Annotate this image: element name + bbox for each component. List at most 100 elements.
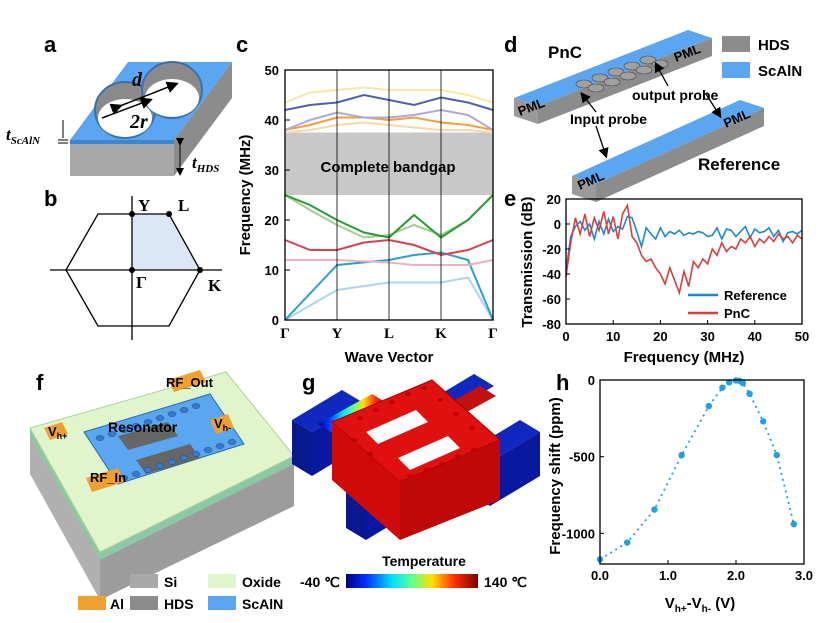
panel-d-letter: d xyxy=(504,32,517,57)
plot-e-legend: Reference PnC xyxy=(688,288,787,321)
oxide-right-edge xyxy=(100,456,294,560)
data-point xyxy=(773,451,780,459)
reference-side-face xyxy=(596,108,764,202)
legend-scaln-label-f: ScAlN xyxy=(242,596,283,612)
plot-e-y-axis-title: Transmission (dB) xyxy=(519,197,536,328)
thds-label: tHDS xyxy=(192,153,219,175)
y-tick-label: 40 xyxy=(265,113,279,128)
si-left-face xyxy=(30,428,100,600)
plot-e-x-axis-title: Frequency (MHz) xyxy=(624,349,745,366)
resonator-slot-g1 xyxy=(366,410,428,444)
panel-c: c 0 10 20 30 40 50 Γ Y L K Γ Complete bandgap Fre… xyxy=(236,32,498,366)
panel-g-letter: g xyxy=(302,370,315,395)
frequency-shift-points xyxy=(596,377,797,563)
legend-scaln-swatch-f xyxy=(208,596,236,610)
temperature-colorbar xyxy=(346,574,478,588)
resonator-label: Resonator xyxy=(108,419,178,435)
x-tick-label: 2.0 xyxy=(727,568,745,583)
legend-hds-swatch-f xyxy=(130,596,158,610)
x-tick-label: 1.0 xyxy=(659,568,677,583)
bandgap-label: Complete bandgap xyxy=(320,159,455,176)
y-tick-label: -500 xyxy=(569,450,595,465)
pad-vh-minus xyxy=(210,414,234,434)
y-tick-label: -80 xyxy=(542,317,561,332)
si-right-face xyxy=(100,456,294,600)
x-tick-label: 3.0 xyxy=(795,568,813,583)
data-point xyxy=(624,539,631,546)
plot-e-y-ticks: -80 -60 -40 -20 0 20 xyxy=(542,192,570,332)
x-tick-label: 10 xyxy=(606,329,620,344)
y-tick-label: -40 xyxy=(542,267,561,282)
x-tick-label: Γ xyxy=(280,326,290,342)
legend-al-label: Al xyxy=(110,596,124,612)
data-point xyxy=(678,451,685,459)
pnc-title: PnC xyxy=(548,43,582,62)
plot-e-x-ticks: 0 10 20 30 40 50 xyxy=(562,320,809,344)
plot-h-frame xyxy=(599,379,805,565)
rf-out-label: RF_Out xyxy=(166,375,214,390)
colorbar-title: Temperature xyxy=(382,553,466,569)
legend-si-label: Si xyxy=(164,574,177,590)
reference-title: Reference xyxy=(698,155,780,174)
pad-vh-plus xyxy=(44,422,68,440)
y-tick-label: 0 xyxy=(272,313,279,328)
hole-right-inner xyxy=(145,79,199,117)
transmission-lines xyxy=(565,202,803,296)
vh-plus-label: Vh+ xyxy=(48,424,67,441)
plot-e-frame xyxy=(565,198,803,325)
data-point xyxy=(760,418,767,425)
reference-top-face xyxy=(572,100,764,184)
legend-scaln-swatch xyxy=(722,62,750,78)
output-probe-label: output probe xyxy=(632,87,719,103)
series-reference xyxy=(565,215,803,272)
pad-rf-out xyxy=(168,370,206,392)
point-l: L xyxy=(178,196,189,215)
oxide-left-edge xyxy=(30,428,100,560)
pnc-front-end xyxy=(514,98,538,124)
diameter-arrow xyxy=(101,97,153,119)
diameter-label: 2r xyxy=(129,111,148,133)
resonator-slot-2 xyxy=(136,444,200,474)
high-symmetry-lines xyxy=(336,70,442,320)
point-gamma: Γ xyxy=(136,273,147,292)
plot-c-y-ticks: 0 10 20 30 40 50 xyxy=(265,63,290,328)
series-pnc xyxy=(565,202,803,296)
vh-minus-label: Vh- xyxy=(214,416,231,433)
data-point xyxy=(739,379,746,387)
irreducible-zone xyxy=(132,214,200,270)
panel-a: a d 2r tScAlN tHDS xyxy=(6,32,232,176)
plot-h-x-ticks: 0.0 1.0 2.0 3.0 xyxy=(591,560,813,583)
legend-hds-label: HDS xyxy=(758,37,790,54)
legend-oxide-label: Oxide xyxy=(242,574,281,590)
pad-rf-in xyxy=(86,468,124,492)
point-y: Y xyxy=(138,196,150,215)
resonator-holes xyxy=(95,403,237,481)
fit-curve xyxy=(599,379,795,561)
panel-d: d PnC PML PML PML PML Reference Input xyxy=(504,30,802,202)
data-point xyxy=(651,506,658,513)
x-tick-label: 40 xyxy=(748,329,762,344)
panel-f: f RF_Out RF_In Vh+ Vh- Resonator xyxy=(29,370,295,612)
x-tick-label: 20 xyxy=(653,329,667,344)
scaln-edge xyxy=(70,140,174,144)
legend-hds-swatch xyxy=(722,36,750,52)
x-tick-label: Γ xyxy=(488,326,498,342)
panel-f-letter: f xyxy=(36,370,44,395)
legend-oxide-swatch xyxy=(208,574,236,588)
panel-h-letter: h xyxy=(556,370,569,395)
data-point xyxy=(719,384,726,391)
plot-h-y-axis-title: Frequency shift (ppm) xyxy=(547,397,564,555)
panel-c-letter: c xyxy=(236,32,248,57)
tscaln-label: tScAlN xyxy=(6,125,41,147)
plot-c-y-axis-title: Frequency (MHz) xyxy=(237,135,254,256)
data-point xyxy=(726,379,733,386)
resonator-slot-1 xyxy=(118,422,178,450)
reference-front-end xyxy=(572,176,596,202)
y-tick-label: -60 xyxy=(542,292,561,307)
x-tick-label: 0 xyxy=(562,329,569,344)
data-point xyxy=(705,402,712,410)
legend-si-swatch xyxy=(130,574,158,588)
panel-e: e -80 -60 -40 -20 0 20 0 10 20 30 40 50 Reference P… xyxy=(504,186,809,366)
